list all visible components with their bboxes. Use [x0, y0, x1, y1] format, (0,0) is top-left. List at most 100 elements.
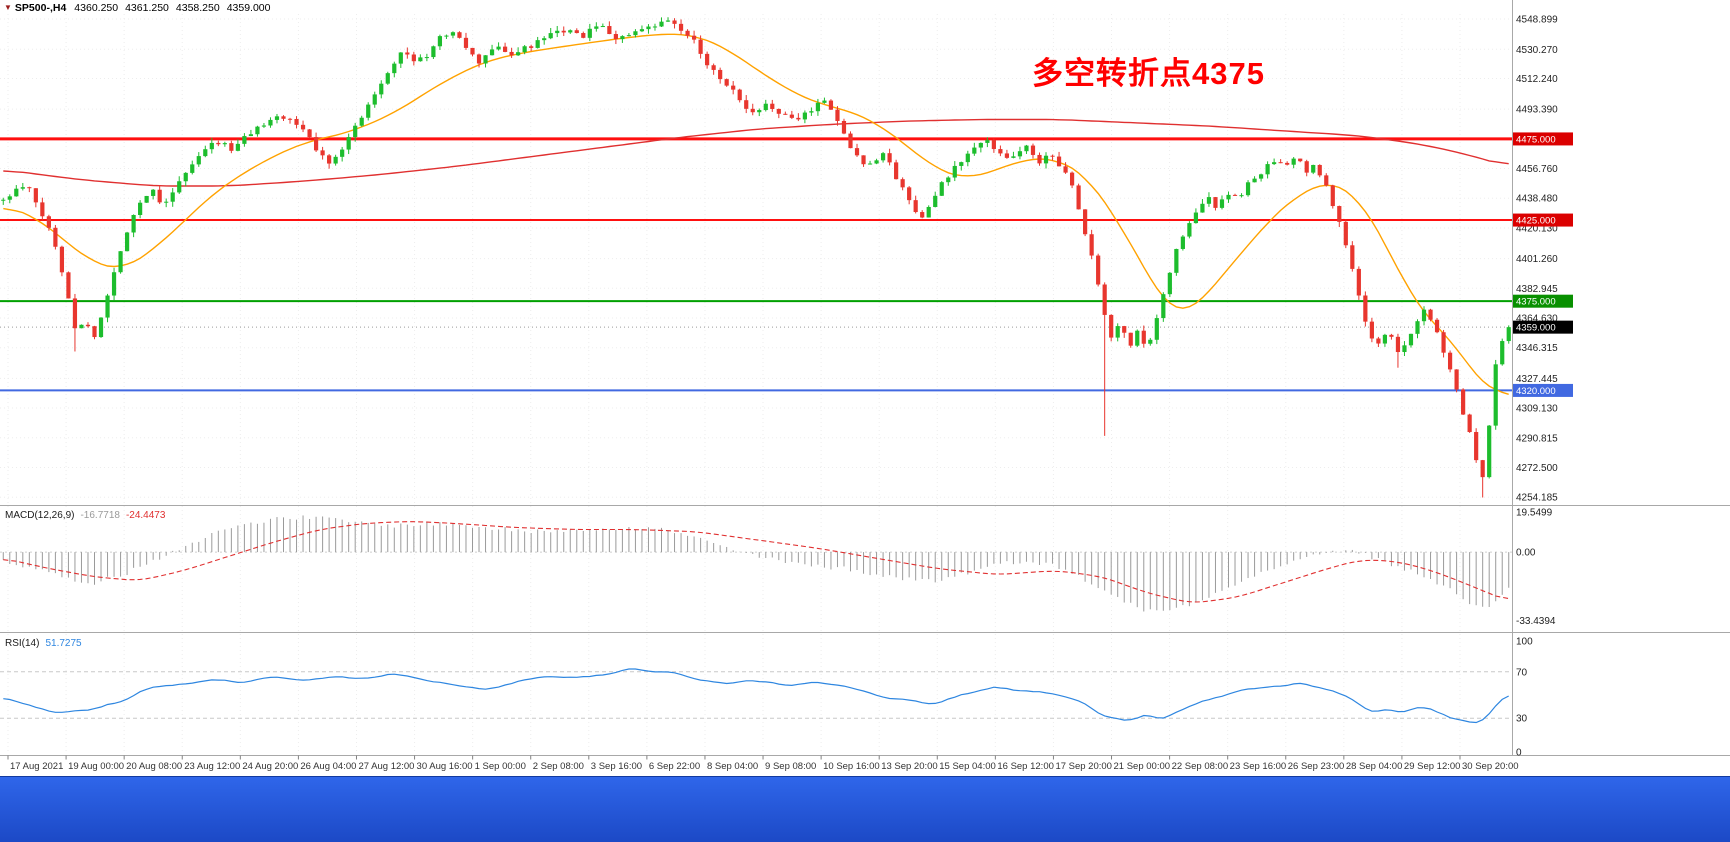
candle[interactable] — [1174, 248, 1179, 276]
candle[interactable] — [535, 36, 540, 49]
candle[interactable] — [783, 111, 788, 115]
candle[interactable] — [789, 110, 794, 120]
candle[interactable] — [959, 161, 964, 171]
candle[interactable] — [1434, 318, 1440, 334]
candle[interactable] — [131, 214, 136, 238]
candle[interactable] — [405, 47, 410, 59]
candle[interactable] — [53, 224, 58, 250]
candle[interactable] — [444, 34, 449, 39]
candle[interactable] — [1330, 184, 1335, 209]
candle[interactable] — [118, 251, 123, 274]
candle[interactable] — [1382, 333, 1388, 347]
candle[interactable] — [939, 181, 944, 196]
candle[interactable] — [1245, 180, 1251, 197]
candle[interactable] — [59, 245, 65, 277]
candle[interactable] — [933, 191, 938, 208]
candle[interactable] — [476, 53, 482, 68]
candle[interactable] — [1083, 209, 1088, 237]
candle[interactable] — [887, 148, 892, 166]
candle[interactable] — [548, 27, 553, 40]
candle[interactable] — [633, 29, 638, 38]
candle[interactable] — [1447, 350, 1453, 373]
candle[interactable] — [359, 115, 364, 127]
candle[interactable] — [287, 117, 293, 124]
candle[interactable] — [1376, 336, 1381, 348]
candle[interactable] — [111, 267, 117, 301]
candle[interactable] — [1311, 164, 1316, 175]
candle[interactable] — [880, 151, 886, 163]
candle[interactable] — [333, 154, 338, 166]
candle[interactable] — [672, 18, 677, 29]
candle[interactable] — [991, 138, 996, 153]
candle[interactable] — [1004, 149, 1010, 159]
candle[interactable] — [522, 45, 527, 55]
candle[interactable] — [998, 145, 1003, 157]
candle[interactable] — [248, 129, 254, 137]
candle[interactable] — [757, 108, 762, 117]
candle[interactable] — [268, 117, 273, 128]
candle[interactable] — [281, 115, 286, 121]
candle[interactable] — [1115, 323, 1120, 342]
candle[interactable] — [1096, 253, 1101, 287]
candle[interactable] — [105, 293, 110, 323]
candle[interactable] — [1324, 173, 1329, 187]
candle[interactable] — [1493, 359, 1498, 430]
candle[interactable] — [1285, 161, 1290, 166]
candle[interactable] — [1474, 428, 1479, 463]
candle[interactable] — [861, 155, 866, 167]
candle[interactable] — [346, 133, 351, 155]
candle[interactable] — [353, 122, 358, 142]
candle[interactable] — [718, 67, 723, 84]
candle[interactable] — [313, 132, 319, 153]
candle[interactable] — [1291, 157, 1296, 169]
candle[interactable] — [235, 139, 240, 152]
candle[interactable] — [854, 143, 860, 157]
candle[interactable] — [457, 31, 462, 39]
chart-annotation-text[interactable]: 多空转折点4375 — [1032, 56, 1265, 91]
candle[interactable] — [372, 91, 377, 108]
candle[interactable] — [737, 88, 742, 103]
candle[interactable] — [483, 55, 488, 68]
candle[interactable] — [822, 97, 827, 104]
chart-plot-area[interactable]: 4548.899 4530.270 4512.240 4493.390 4456.760… — [0, 0, 1730, 777]
candle[interactable] — [1187, 221, 1192, 239]
candle[interactable] — [561, 26, 566, 37]
candle[interactable] — [913, 195, 918, 214]
candle[interactable] — [20, 182, 25, 191]
candle[interactable] — [652, 23, 658, 31]
candle[interactable] — [1441, 329, 1446, 358]
candle[interactable] — [1213, 196, 1218, 211]
candle[interactable] — [340, 146, 345, 162]
candle[interactable] — [1102, 282, 1107, 436]
candle[interactable] — [965, 150, 970, 167]
candle[interactable] — [1454, 369, 1459, 393]
candle[interactable] — [1415, 319, 1420, 339]
candle[interactable] — [867, 160, 873, 165]
candle[interactable] — [1356, 266, 1361, 300]
candle[interactable] — [294, 116, 299, 129]
candle[interactable] — [698, 35, 703, 59]
candle[interactable] — [274, 113, 280, 124]
rsi-panel[interactable] — [0, 668, 1512, 724]
candle[interactable] — [907, 186, 912, 205]
candle[interactable] — [66, 271, 71, 299]
candle[interactable] — [177, 176, 182, 194]
candle[interactable] — [1252, 176, 1257, 183]
candle[interactable] — [14, 185, 19, 197]
candle[interactable] — [33, 188, 38, 208]
candle[interactable] — [1239, 193, 1244, 198]
candle[interactable] — [744, 95, 749, 114]
candlesticks[interactable] — [1, 17, 1511, 498]
candle[interactable] — [1180, 235, 1185, 251]
candle[interactable] — [1258, 173, 1264, 182]
candle[interactable] — [1154, 314, 1159, 345]
candle[interactable] — [98, 317, 104, 338]
candle[interactable] — [502, 42, 508, 53]
candle[interactable] — [1135, 329, 1140, 348]
candle[interactable] — [1343, 219, 1348, 249]
candle[interactable] — [835, 106, 840, 126]
macd-panel[interactable] — [0, 515, 1512, 612]
candle[interactable] — [1043, 152, 1049, 169]
candle[interactable] — [1278, 159, 1283, 164]
candle[interactable] — [542, 36, 547, 45]
